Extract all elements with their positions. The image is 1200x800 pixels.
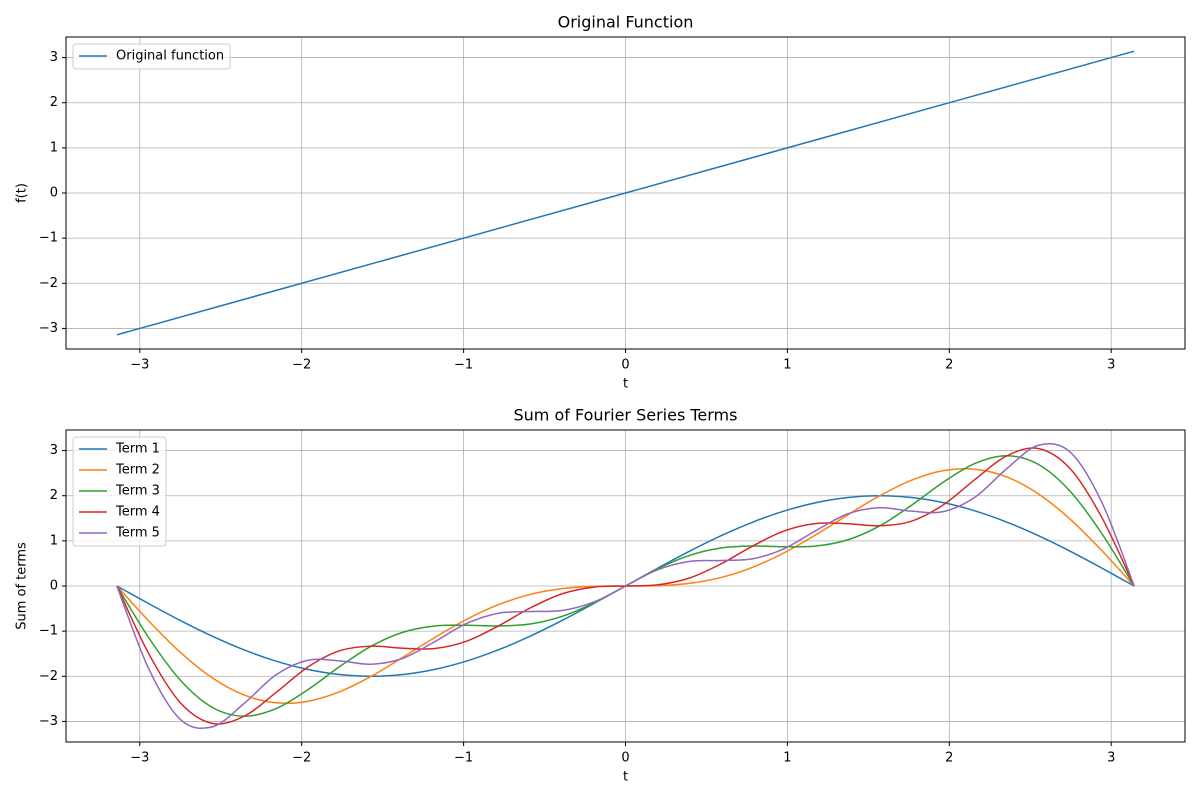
x-tick-label: 3 bbox=[1107, 358, 1115, 373]
plot-frame bbox=[65, 36, 1186, 350]
y-tick-label: 1 bbox=[50, 533, 58, 548]
y-tick-label: −2 bbox=[39, 669, 58, 684]
x-tick-label: −3 bbox=[130, 751, 149, 766]
x-tick-label: 0 bbox=[621, 751, 629, 766]
legend-label: Term 3 bbox=[115, 484, 160, 499]
legend: Term 1 Term 2 Term 3 Term 4 Term 5 bbox=[72, 436, 167, 547]
x-tick-label: −1 bbox=[454, 358, 473, 373]
y-tick-label: 2 bbox=[50, 488, 58, 503]
legend-label: Term 1 bbox=[115, 442, 160, 457]
y-tick-label: −3 bbox=[39, 714, 58, 729]
x-tick-label: 1 bbox=[783, 751, 791, 766]
y-tick-label: 3 bbox=[50, 50, 58, 65]
y-axis-label: Sum of terms bbox=[15, 542, 30, 630]
series-line bbox=[116, 50, 1135, 336]
y-tick-label: −2 bbox=[39, 276, 58, 291]
plot-frame bbox=[65, 429, 1186, 743]
y-axis-label: f(t) bbox=[15, 183, 30, 203]
x-tick-label: −2 bbox=[292, 751, 311, 766]
legend-label: Term 5 bbox=[115, 526, 160, 541]
x-axis-label: t bbox=[623, 770, 628, 785]
legend-box bbox=[72, 43, 231, 70]
x-tick-label: −1 bbox=[454, 751, 473, 766]
x-tick-label: 0 bbox=[621, 358, 629, 373]
y-tick-label: 0 bbox=[50, 579, 58, 594]
legend-label: Original function bbox=[116, 49, 224, 64]
chart-title: Original Function bbox=[558, 13, 694, 32]
y-tick-label: 2 bbox=[50, 95, 58, 110]
y-tick-label: −1 bbox=[39, 231, 58, 246]
chart-title: Sum of Fourier Series Terms bbox=[514, 406, 738, 425]
subplot: −3 −2 −1 0 1 2 3 −3 −2 −1 0 1 2 3 Sum of Fourier Serie… bbox=[15, 406, 1186, 785]
legend-label: Term 4 bbox=[115, 505, 160, 520]
legend-label: Term 2 bbox=[115, 463, 160, 478]
series-line bbox=[116, 442, 1135, 730]
y-tick-label: −3 bbox=[39, 321, 58, 336]
y-tick-label: 3 bbox=[50, 443, 58, 458]
x-axis-label: t bbox=[623, 377, 628, 392]
x-tick-label: 2 bbox=[945, 751, 953, 766]
y-tick-label: 0 bbox=[50, 186, 58, 201]
y-tick-label: −1 bbox=[39, 624, 58, 639]
legend-box bbox=[72, 436, 167, 547]
x-tick-label: 1 bbox=[783, 358, 791, 373]
x-tick-label: 2 bbox=[945, 358, 953, 373]
legend: Original function bbox=[72, 43, 231, 70]
y-tick-label: 1 bbox=[50, 140, 58, 155]
x-tick-label: 3 bbox=[1107, 751, 1115, 766]
subplot: −3 −2 −1 0 1 2 3 −3 −2 −1 0 1 2 3 Original Function t f(… bbox=[15, 13, 1186, 392]
x-tick-label: −3 bbox=[130, 358, 149, 373]
x-tick-label: −2 bbox=[292, 358, 311, 373]
